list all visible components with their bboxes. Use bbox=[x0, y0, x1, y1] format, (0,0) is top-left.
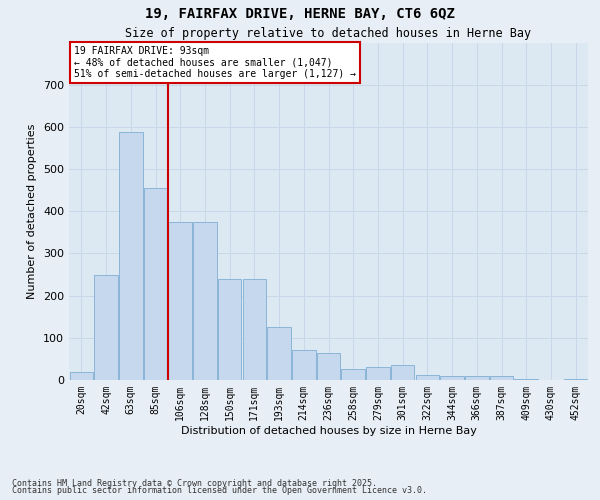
Bar bbox=[564, 379, 587, 380]
Bar bbox=[242, 279, 266, 380]
Bar bbox=[416, 375, 439, 380]
Text: 19, FAIRFAX DRIVE, HERNE BAY, CT6 6QZ: 19, FAIRFAX DRIVE, HERNE BAY, CT6 6QZ bbox=[145, 8, 455, 22]
Title: Size of property relative to detached houses in Herne Bay: Size of property relative to detached ho… bbox=[125, 27, 532, 40]
X-axis label: Distribution of detached houses by size in Herne Bay: Distribution of detached houses by size … bbox=[181, 426, 476, 436]
Bar bbox=[391, 365, 415, 380]
Y-axis label: Number of detached properties: Number of detached properties bbox=[28, 124, 37, 299]
Bar bbox=[465, 376, 488, 380]
Bar bbox=[341, 370, 365, 380]
Bar bbox=[144, 188, 167, 380]
Bar bbox=[366, 368, 389, 380]
Bar bbox=[70, 372, 93, 380]
Text: 19 FAIRFAX DRIVE: 93sqm
← 48% of detached houses are smaller (1,047)
51% of semi: 19 FAIRFAX DRIVE: 93sqm ← 48% of detache… bbox=[74, 46, 356, 79]
Bar bbox=[218, 279, 241, 380]
Bar bbox=[490, 376, 513, 380]
Bar bbox=[292, 350, 316, 380]
Text: Contains HM Land Registry data © Crown copyright and database right 2025.: Contains HM Land Registry data © Crown c… bbox=[12, 478, 377, 488]
Bar bbox=[119, 132, 143, 380]
Text: Contains public sector information licensed under the Open Government Licence v3: Contains public sector information licen… bbox=[12, 486, 427, 495]
Bar bbox=[193, 222, 217, 380]
Bar bbox=[169, 222, 192, 380]
Bar bbox=[268, 328, 291, 380]
Bar bbox=[317, 352, 340, 380]
Bar bbox=[440, 376, 464, 380]
Bar bbox=[94, 276, 118, 380]
Bar bbox=[514, 379, 538, 380]
